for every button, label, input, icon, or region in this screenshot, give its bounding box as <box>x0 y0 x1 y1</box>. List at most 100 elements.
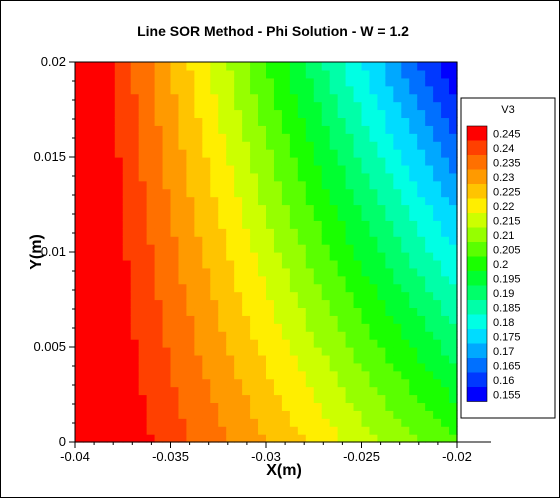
field-cell <box>345 62 355 71</box>
field-cell <box>273 85 283 95</box>
field-cell <box>273 62 283 71</box>
field-cell <box>353 275 363 285</box>
field-cell <box>106 220 116 229</box>
field-cell <box>401 252 410 261</box>
field-cell <box>433 85 442 95</box>
field-cell <box>433 220 442 229</box>
field-cell <box>98 157 108 166</box>
field-cell <box>281 252 291 261</box>
field-cell <box>321 339 331 348</box>
field-cell <box>393 101 402 111</box>
field-cell <box>441 220 450 229</box>
field-cell <box>226 117 235 126</box>
field-cell <box>178 267 188 277</box>
field-cell <box>202 386 211 396</box>
field-cell <box>433 410 442 419</box>
field-cell <box>226 259 235 269</box>
field-cell <box>321 133 331 142</box>
field-cell <box>313 386 323 396</box>
field-cell <box>154 85 164 95</box>
field-cell <box>202 283 211 293</box>
field-cell <box>98 244 108 253</box>
field-cell <box>106 402 116 411</box>
field-cell <box>377 283 386 293</box>
field-cell <box>409 236 418 245</box>
field-cell <box>289 394 299 404</box>
field-cell <box>234 323 243 332</box>
field-cell <box>329 141 339 150</box>
field-cell <box>202 196 211 206</box>
field-cell <box>82 386 92 396</box>
field-cell <box>385 228 394 237</box>
field-cell <box>202 101 211 111</box>
field-cell <box>194 133 203 142</box>
field-cell <box>162 69 172 79</box>
field-cell <box>98 291 108 301</box>
field-cell <box>234 157 243 166</box>
field-cell <box>409 323 418 332</box>
field-cell <box>98 93 108 103</box>
field-cell <box>234 426 243 435</box>
field-cell <box>377 149 386 158</box>
field-cell <box>361 307 371 316</box>
field-cell <box>250 275 259 285</box>
field-cell <box>210 157 219 166</box>
field-cell <box>194 323 203 332</box>
field-cell <box>321 85 331 95</box>
field-cell <box>401 157 410 166</box>
field-cell <box>210 141 219 150</box>
field-cell <box>425 220 434 229</box>
field-cell <box>425 196 434 206</box>
field-cell <box>401 180 410 190</box>
field-cell <box>313 267 323 277</box>
field-cell <box>266 149 275 158</box>
field-cell <box>289 378 299 388</box>
field-cell <box>186 299 195 309</box>
field-cell <box>305 141 315 150</box>
field-cell <box>385 196 394 206</box>
field-cell <box>75 85 84 95</box>
field-cell <box>90 157 100 166</box>
field-cell <box>401 307 410 316</box>
field-cell <box>242 85 251 95</box>
field-cell <box>289 410 299 419</box>
field-cell <box>194 347 203 356</box>
field-cell <box>90 283 100 293</box>
field-cell <box>194 196 203 206</box>
field-cell <box>377 370 386 380</box>
field-cell <box>441 236 450 245</box>
field-cell <box>266 315 275 324</box>
field-cell <box>154 362 164 372</box>
field-cell <box>273 291 283 301</box>
field-cell <box>433 378 442 388</box>
field-cell <box>361 101 371 111</box>
field-cell <box>250 188 259 198</box>
field-cell <box>313 426 323 435</box>
legend-label: 0.175 <box>493 331 521 343</box>
field-cell <box>425 252 434 261</box>
field-cell <box>361 426 371 435</box>
field-cell <box>82 180 92 190</box>
field-cell <box>90 117 100 126</box>
field-cell <box>202 228 211 237</box>
field-cell <box>154 315 164 324</box>
field-cell <box>337 133 347 142</box>
field-cell <box>273 283 283 293</box>
field-cell <box>82 85 92 95</box>
field-cell <box>114 362 124 372</box>
field-cell <box>433 315 442 324</box>
field-cell <box>289 109 299 119</box>
field-cell <box>273 101 283 111</box>
field-cell <box>130 307 140 316</box>
field-cell <box>313 323 323 332</box>
field-cell <box>425 386 434 396</box>
field-cell <box>186 244 195 253</box>
field-cell <box>250 331 259 340</box>
field-cell <box>385 212 394 221</box>
field-cell <box>146 402 156 411</box>
field-cell <box>154 339 164 348</box>
field-cell <box>234 354 243 364</box>
field-cell <box>329 410 339 419</box>
field-cell <box>75 109 84 119</box>
field-cell <box>186 315 195 324</box>
